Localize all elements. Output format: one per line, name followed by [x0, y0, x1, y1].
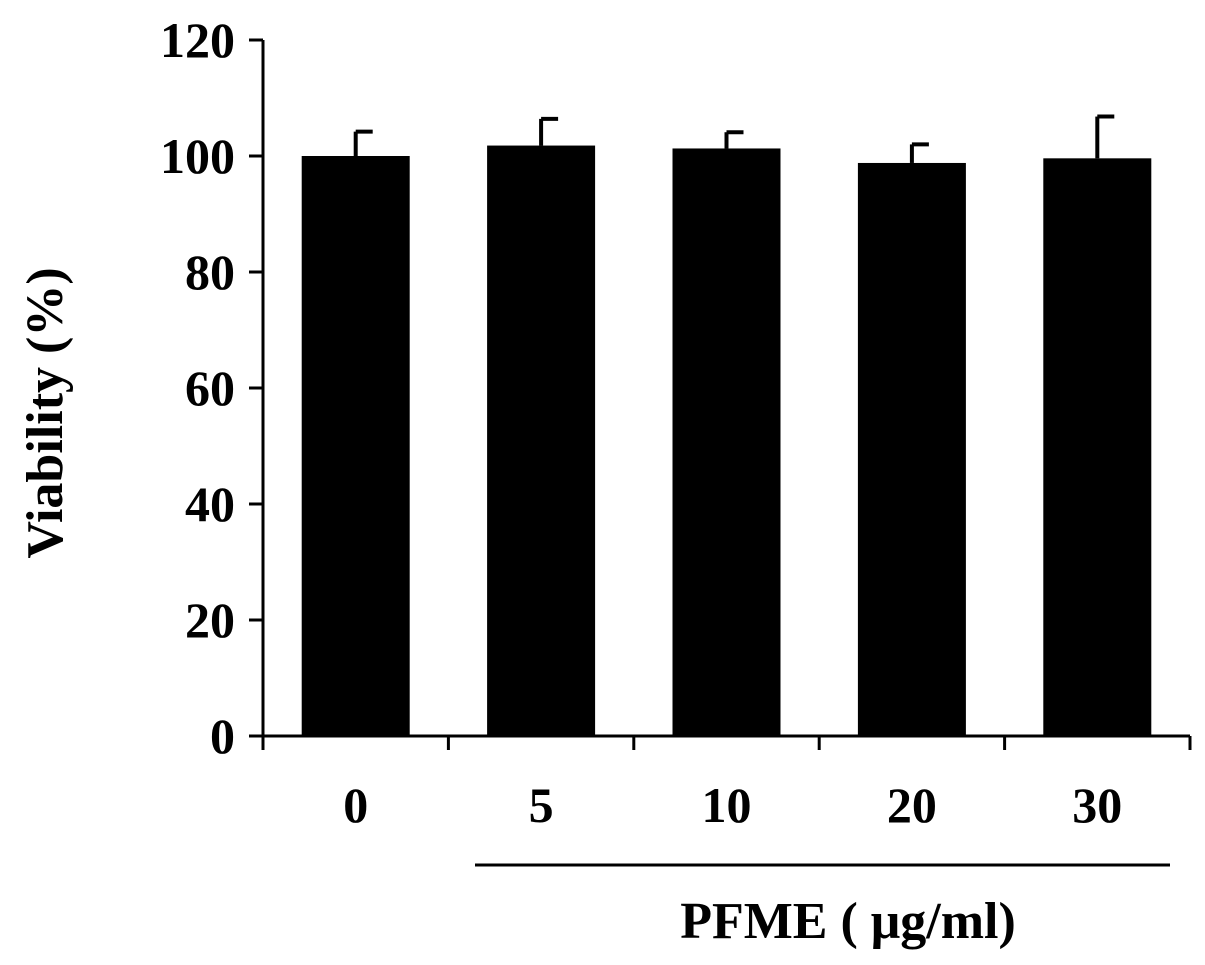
- x-axis-ticks: 0 5 10 20 30: [261, 736, 1192, 833]
- x-tick-label: 20: [887, 777, 937, 833]
- y-tick-label: 120: [160, 12, 235, 68]
- y-axis-ticks: 0 20 40 60 80 100 120: [160, 12, 263, 764]
- bar-5: [487, 145, 596, 736]
- x-axis-title: PFME ( μg/ml): [680, 893, 1016, 950]
- x-tick-label: 10: [702, 777, 752, 833]
- y-tick-label: 0: [210, 708, 235, 764]
- y-axis-title: Viability (%): [17, 267, 74, 558]
- y-tick-label: 20: [185, 592, 235, 648]
- y-tick-label: 100: [160, 128, 235, 184]
- y-tick-label: 60: [185, 360, 235, 416]
- bar-10: [672, 148, 781, 736]
- y-tick-label: 40: [185, 476, 235, 532]
- bars: [301, 145, 1152, 736]
- error-bars: [353, 114, 1115, 163]
- x-tick-label: 5: [529, 777, 554, 833]
- y-tick-label: 80: [185, 244, 235, 300]
- bar-30: [1043, 158, 1152, 736]
- bar-0: [301, 156, 410, 736]
- x-tick-label: 0: [343, 777, 368, 833]
- bar-20: [857, 162, 966, 736]
- x-tick-label: 30: [1072, 777, 1122, 833]
